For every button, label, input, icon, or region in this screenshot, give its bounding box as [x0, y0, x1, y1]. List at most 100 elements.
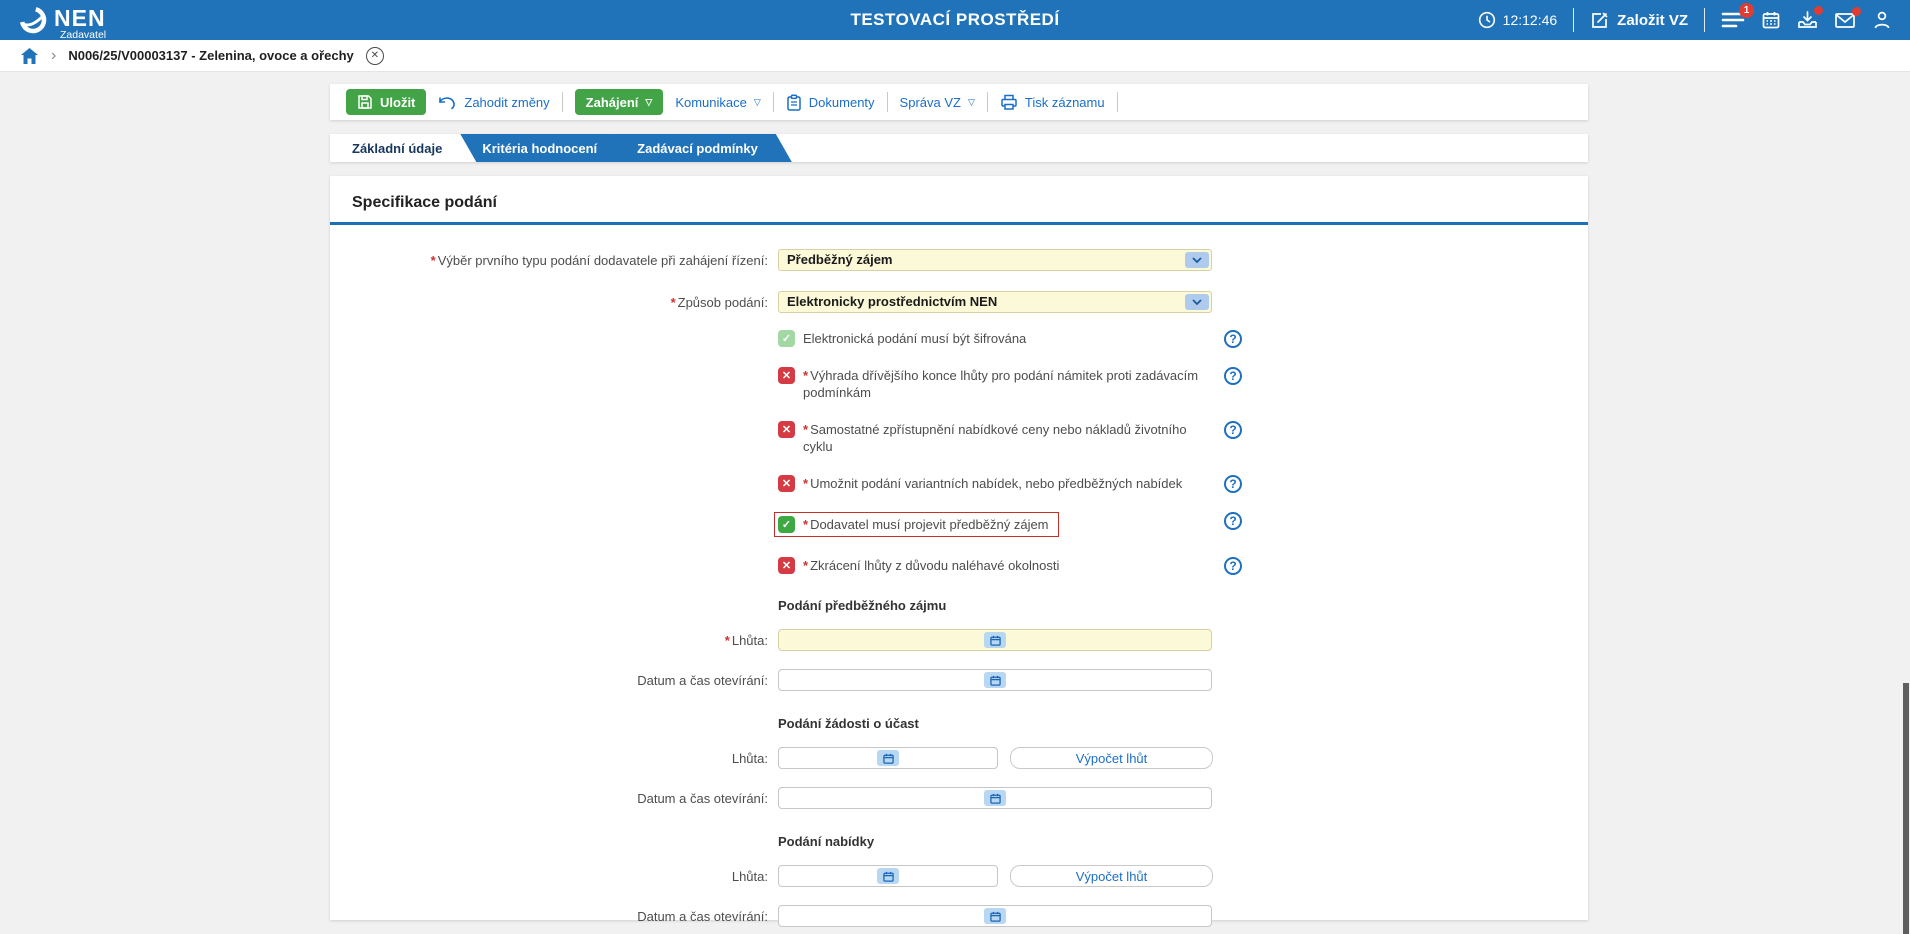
checkbox-label: * Zkrácení lhůty z důvodu naléhavé okolno… [803, 558, 1060, 573]
mail-button[interactable] [1834, 7, 1861, 29]
select-value: Předběžný zájem [787, 252, 893, 267]
tab-kriteria-hodnoceni[interactable]: Kritéria hodnocení [460, 134, 631, 162]
first-submission-type-select[interactable]: Předběžný zájem [778, 249, 1212, 271]
deadline-input[interactable] [778, 629, 1212, 651]
inbox-notification-dot [1814, 6, 1823, 15]
help-icon[interactable]: ? [1224, 421, 1242, 439]
field-label: Datum a čas otevírání: [637, 672, 768, 688]
edit-icon [1590, 11, 1609, 30]
scrollbar-thumb[interactable] [1903, 683, 1909, 934]
checkbox-label: Elektronická podání musí být šifrována [803, 331, 1027, 346]
create-vz-button[interactable]: Založit VZ [1590, 11, 1688, 30]
checkbox-unchecked[interactable]: ✕ [778, 421, 795, 438]
checkbox-label: * Samostatné zpřístupnění nabídkové ceny … [803, 422, 1187, 454]
inbox-button[interactable] [1797, 6, 1823, 30]
field-label: Lhůta: [731, 750, 768, 766]
print-record-button[interactable]: Tisk záznamu [1000, 94, 1105, 110]
opening-datetime-input[interactable] [778, 905, 1212, 927]
select-value: Elektronicky prostřednictvím NEN [787, 294, 998, 309]
checkbox-row: ✓ Elektronická podání musí být šifrována… [330, 330, 1588, 348]
help-icon[interactable]: ? [1224, 330, 1242, 348]
menu-button[interactable]: 1 [1721, 3, 1754, 30]
calculate-deadlines-button[interactable]: Výpočet lhůt [1010, 747, 1213, 769]
tab-zadavaci-podminky[interactable]: Zadávací podmínky [615, 134, 792, 162]
required-asterisk: * [803, 558, 809, 573]
opening-datetime-input[interactable] [778, 669, 1212, 691]
checkbox-checked-disabled[interactable]: ✓ [778, 330, 795, 347]
print-record-label: Tisk záznamu [1024, 94, 1105, 110]
record-toolbar: Uložit Zahodit změny Zahájení ▽ Komunika… [330, 84, 1588, 120]
chevron-down-icon[interactable] [1185, 252, 1209, 268]
save-label: Uložit [380, 94, 416, 110]
app-header: NEN Zadavatel TESTOVACÍ PROSTŘEDÍ 12:12:… [0, 0, 1910, 41]
mail-notification-dot [1852, 7, 1861, 16]
checkbox-row: ✕ * Výhrada dřívějšího konce lhůty pro po… [330, 367, 1588, 401]
manage-vz-label: Správa VZ [899, 94, 961, 110]
deadline-input[interactable] [778, 865, 998, 887]
communication-label: Komunikace [675, 94, 747, 110]
opening-datetime-input[interactable] [778, 787, 1212, 809]
calendar-picker-icon[interactable] [984, 632, 1006, 648]
breadcrumb-record[interactable]: N006/25/V00003137 - Zelenina, ovoce a oř… [68, 48, 354, 63]
nen-logo-icon [18, 5, 48, 35]
tab-label: Kritéria hodnocení [482, 140, 598, 156]
checkbox-checked[interactable]: ✓ [778, 516, 795, 533]
checkbox-unchecked[interactable]: ✕ [778, 367, 795, 384]
tab-label: Základní údaje [352, 140, 443, 156]
content-panel: Specifikace podání * Výběr prvního typu p… [330, 176, 1588, 927]
record-tabs: Základní údaje Kritéria hodnocení Zadáva… [330, 134, 1588, 162]
user-profile-button[interactable] [1872, 10, 1892, 30]
field-label: Datum a čas otevírání: [637, 908, 768, 924]
environment-title: TESTOVACÍ PROSTŘEDÍ [850, 10, 1060, 29]
communication-menu[interactable]: Komunikace ▽ [675, 95, 760, 110]
required-asterisk: * [803, 422, 809, 437]
manage-vz-menu[interactable]: Správa VZ ▽ [900, 95, 975, 110]
calendar-picker-icon[interactable] [984, 672, 1006, 688]
calendar-picker-icon[interactable] [877, 868, 899, 884]
help-icon[interactable]: ? [1224, 367, 1242, 385]
section-title: Specifikace podání [352, 194, 497, 211]
calendar-picker-icon[interactable] [984, 908, 1006, 924]
help-icon[interactable]: ? [1224, 557, 1242, 575]
checkbox-row: ✕ * Umožnit podání variantních nabídek, n… [330, 475, 1588, 493]
required-asterisk: * [430, 252, 436, 268]
header-divider [1704, 8, 1705, 32]
validation-highlight-box: ✓ * Dodavatel musí projevit předběžný záj… [774, 512, 1059, 537]
chevron-down-icon[interactable] [1185, 294, 1209, 310]
toolbar-divider [561, 92, 563, 112]
toolbar-divider [1116, 92, 1118, 112]
documents-button[interactable]: Dokumenty [786, 93, 875, 111]
discard-changes-button[interactable]: Zahodit změny [438, 94, 550, 110]
help-icon[interactable]: ? [1224, 512, 1242, 530]
help-icon[interactable]: ? [1224, 475, 1242, 493]
nen-logo[interactable]: NEN Zadavatel [18, 5, 106, 41]
checkbox-row: ✕ * Samostatné zpřístupnění nabídkové cen… [330, 421, 1588, 455]
checkbox-label: * Umožnit podání variantních nabídek, neb… [803, 476, 1183, 491]
home-icon[interactable] [20, 47, 39, 65]
start-procedure-button[interactable]: Zahájení ▽ [574, 89, 664, 115]
deadline-input[interactable] [778, 747, 998, 769]
save-button[interactable]: Uložit [346, 89, 427, 115]
calendar-picker-icon[interactable] [984, 790, 1006, 806]
checkbox-unchecked[interactable]: ✕ [778, 475, 795, 492]
close-record-icon[interactable]: ✕ [365, 46, 384, 65]
session-clock: 12:12:46 [1478, 11, 1557, 29]
documents-label: Dokumenty [808, 94, 875, 110]
calendar-button[interactable] [1761, 10, 1781, 30]
checkbox-label: * Dodavatel musí projevit předběžný zájem [803, 517, 1049, 532]
checkbox-row: ✕ * Zkrácení lhůty z důvodu naléhavé okol… [330, 557, 1588, 575]
tab-zakladni-udaje[interactable]: Základní údaje [330, 134, 476, 162]
start-procedure-label: Zahájení [585, 94, 639, 110]
checkbox-unchecked[interactable]: ✕ [778, 557, 795, 574]
checkbox-label: * Výhrada dřívějšího konce lhůty pro podá… [803, 368, 1199, 400]
clipboard-icon [786, 93, 802, 111]
calendar-picker-icon[interactable] [877, 750, 899, 766]
subsection-title: Podání předběžného zájmu [778, 598, 947, 613]
brand-role-text: Zadavatel [60, 29, 107, 41]
calculate-deadlines-button[interactable]: Výpočet lhůt [1010, 865, 1213, 887]
brand-text: NEN [54, 5, 106, 31]
discard-changes-label: Zahodit změny [464, 94, 550, 110]
header-divider [1573, 8, 1575, 32]
save-icon [357, 94, 373, 110]
submission-method-select[interactable]: Elektronicky prostřednictvím NEN [778, 291, 1212, 313]
